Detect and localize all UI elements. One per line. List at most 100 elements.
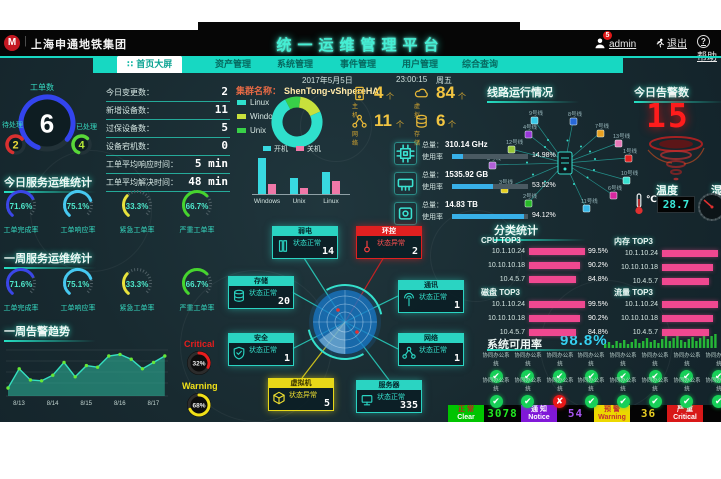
topology-node-存储[interactable]: 存储 状态正常 20 [228,276,294,309]
system-item[interactable]: 协同办公系统 ✔ [513,350,543,383]
statusbar-notice-value: 54 [557,405,594,422]
topology-node-服务器[interactable]: 服务器 状态正常 335 [356,380,422,413]
system-item[interactable]: 协同办公系统 ✔ [545,350,575,383]
tab-综合查询[interactable]: 综合查询 [452,56,508,73]
user-icon[interactable] [594,37,606,49]
power-legend-label: 关机 [307,146,321,153]
user-menu[interactable]: 5 admin [594,31,637,50]
system-item[interactable]: 协同办公系统 ✔ [672,375,702,408]
node-title: 网络 [399,334,463,343]
statusbar-critical-label[interactable]: 严 重 Critical [667,405,703,422]
svg-text:75.1%: 75.1% [67,280,90,289]
storage-icon [414,114,429,129]
topology-node-弱电[interactable]: 弱电 状态正常 14 [272,226,338,259]
system-item[interactable]: 协同办公系统 ✔ [672,350,702,383]
topology-node-安全[interactable]: 安全 状态正常 1 [228,333,294,366]
today-stats-title: 今日服务运维统计 [4,174,96,193]
stat-row: 今日变更数： 2 [106,84,230,102]
line-node-4号线[interactable]: 4号线 [523,123,538,139]
cluster-name-row: 集群名称： ShenTong-vShpereHA [236,84,379,97]
node-body: 状态异常 2 [357,236,421,258]
line-node-10号线[interactable]: 10号线 [621,169,639,185]
statusbar-warning-label[interactable]: 预 警 Warning [594,405,630,422]
system-item[interactable]: 协同办公系统 ✔ [608,350,638,383]
radar-hub [307,284,383,360]
status-fail-icon: ✘ [553,395,567,408]
line-node-9号线[interactable]: 9号线 [529,109,544,125]
tab-用户管理[interactable]: 用户管理 [392,56,448,73]
system-item[interactable]: 协同办公系统 ✔ [640,375,670,408]
usage-label: 使用率 [422,214,443,221]
system-item[interactable]: 协同办公系统 ✔ [513,375,543,408]
system-item[interactable]: 协同办公系统 ✔ [481,375,511,408]
node-status: 状态正常 [419,294,447,301]
week-stats-title: 一周服务运维统计 [4,250,96,269]
svg-text:8/15: 8/15 [80,401,92,407]
node-status: 状态异常 [377,240,405,247]
line-node-12号线[interactable]: 12号线 [506,138,524,154]
statusbar-notice-label[interactable]: 通 知 Notice [521,405,557,422]
pending-gauge: 2 [5,134,26,155]
counter-value: 84 [436,83,455,102]
system-item[interactable]: 协同办公系统 ✔ [481,350,511,383]
line-node-7号线[interactable]: 7号线 [595,122,610,138]
power-legend-label: 开机 [274,146,288,153]
node-count: 2 [411,246,418,257]
system-label: 协同办公系统 [609,353,637,368]
system-item[interactable]: 协同办公系统 ✘ [545,375,575,408]
workorder-total-gauge: 6 [18,94,76,152]
node-status: 状态异常 [289,392,317,399]
gauge-arc: 71.6% [6,190,36,217]
system-item[interactable]: 协同办公系统 ✔ [608,375,638,408]
logout-button[interactable]: 退出 [655,35,687,50]
top3-panel-磁盘 TOP3: 磁盘 TOP3 10.1.10.24 99.5% 10.10.10.18 90.2% 10… [481,287,608,340]
tab-资产管理[interactable]: 资产管理 [205,56,261,73]
warning-label: Warning [182,381,218,391]
top3-bar [529,248,585,255]
usage-percent: 53.52% [532,182,556,189]
top3-title: 内存 TOP3 [614,237,653,246]
system-item[interactable]: 协同办公系统 ✔ [576,375,606,408]
counter-label: 网络 [352,132,359,147]
topology-node-通讯[interactable]: 通讯 状态正常 1 [398,280,464,313]
line-node-13号线[interactable]: 13号线 [613,132,631,148]
critical-label: Critical [184,339,215,349]
topology-node-网络[interactable]: 网络 状态正常 1 [398,333,464,366]
line-node-2号线[interactable]: 2号线 [523,192,538,208]
tab-系统管理[interactable]: 系统管理 [267,56,323,73]
line-node-11号线[interactable]: 11号线 [581,197,598,213]
top3-host: 10.4.5.7 [632,278,658,285]
tab-首页大屏[interactable]: ∷ 首页大屏 [117,56,183,73]
line-node-6号线[interactable]: 6号线 [608,184,623,200]
status-ok-icon: ✔ [616,370,630,383]
topology-node-环控[interactable]: 环控 状态异常 2 [356,226,422,259]
os-legend-item: Linux [237,98,282,112]
username[interactable]: admin [609,39,637,50]
os-legend: Linux Windows Unix [237,98,282,140]
svg-text:4号线: 4号线 [523,123,538,131]
line-node-8号线[interactable]: 8号线 [568,110,583,126]
system-item[interactable]: 协同办公系统 ✔ [640,350,670,383]
system-label: 协同办公系统 [482,378,510,393]
temperature-value: 28.7 [657,196,695,213]
statusbar-clear-label[interactable]: 正 常 Clear [448,405,484,422]
gauge-label: 工单响应率 [60,305,96,312]
tab-label: 综合查询 [462,59,499,69]
legend-label: Windows [250,112,283,121]
system-item[interactable]: 协同办公系统 ✔ [704,350,721,383]
top3-host: 10.10.10.18 [488,315,525,322]
line-node-1号线[interactable]: 1号线 [623,147,638,163]
node-body: 状态正常 1 [229,343,293,365]
system-item[interactable]: 协同办公系统 ✔ [576,350,606,383]
tab-事件管理[interactable]: 事件管理 [330,56,386,73]
topology-node-虚拟机[interactable]: 虚拟机 状态异常 5 [268,378,334,411]
legend-label: Linux [250,98,270,107]
status-en: Warning [598,414,626,421]
gauge-arc: 75.1% [63,190,93,217]
system-item[interactable]: 协同办公系统 ✔ [704,375,721,408]
vm-icon [414,88,428,98]
status-ok-icon: ✔ [648,395,662,408]
svg-text:2号线: 2号线 [523,192,538,200]
system-label: 协同办公系统 [641,378,669,393]
